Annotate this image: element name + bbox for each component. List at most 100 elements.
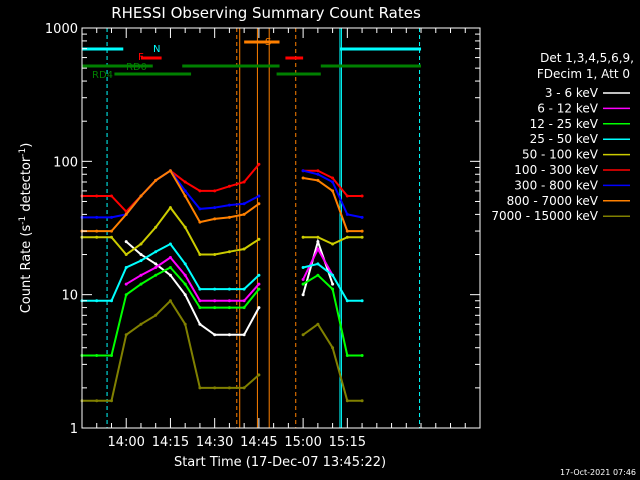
data-point: [183, 180, 187, 184]
data-point: [360, 299, 364, 303]
data-point: [124, 293, 128, 297]
data-point: [198, 207, 202, 211]
data-point: [198, 220, 202, 224]
data-point: [257, 306, 261, 310]
data-point: [124, 253, 128, 256]
chart-title: RHESSI Observing Summary Count Rates: [111, 4, 421, 22]
data-point: [168, 266, 172, 269]
legend-label: 100 - 300 keV: [514, 163, 598, 177]
data-point: [257, 237, 261, 241]
data-point: [95, 229, 99, 233]
data-point: [301, 293, 305, 297]
data-point: [183, 262, 187, 266]
data-point: [301, 176, 305, 180]
data-point: [316, 178, 320, 182]
data-point: [345, 194, 349, 198]
data-point: [331, 180, 335, 184]
y-axis-label-main: Count Rate (s: [19, 225, 34, 314]
data-point: [95, 354, 99, 357]
y-axis-label-sup2: -1: [18, 148, 28, 157]
legend-label: 3 - 6 keV: [545, 86, 599, 100]
data-point: [331, 287, 335, 291]
legend-label: 50 - 100 keV: [522, 148, 599, 162]
data-point: [242, 299, 246, 303]
data-point: [360, 354, 364, 357]
data-point: [95, 194, 99, 198]
y-tick-label: 100: [53, 155, 78, 170]
data-point: [360, 194, 364, 198]
data-point: [360, 399, 364, 403]
data-point: [227, 215, 231, 219]
data-point: [257, 287, 261, 291]
data-point: [183, 282, 187, 286]
y-axis-label: Count Rate (s-1 detector-1): [18, 143, 34, 314]
data-point: [331, 282, 335, 286]
flag-labels: N F RD0 RD4 S: [92, 37, 271, 81]
data-point: [139, 322, 143, 326]
x-tick-label: 15:00: [284, 435, 321, 450]
data-point: [139, 242, 143, 246]
data-point: [242, 202, 246, 206]
series-line: [125, 240, 260, 336]
data-point: [316, 273, 320, 277]
data-point: [213, 189, 217, 193]
data-point: [301, 333, 305, 337]
data-point: [227, 333, 231, 337]
data-point: [227, 287, 231, 291]
data-point: [316, 169, 320, 173]
data-point: [139, 282, 143, 286]
data-point: [316, 235, 320, 239]
data-point: [154, 262, 158, 266]
data-point: [154, 266, 158, 269]
series-line: [125, 256, 260, 302]
flag-label-f: F: [138, 52, 144, 63]
data-point: [213, 206, 217, 210]
data-point: [213, 386, 217, 390]
data-point: [331, 242, 335, 246]
data-point: [124, 282, 128, 286]
data-point: [198, 386, 202, 390]
data-point: [154, 313, 158, 317]
data-point: [139, 273, 143, 277]
data-point: [183, 189, 187, 193]
data-point: [257, 202, 261, 206]
data-point: [213, 306, 217, 310]
data-point: [124, 240, 128, 244]
data-point: [227, 299, 231, 303]
series-7000-15000-kev: [80, 299, 364, 403]
data-point: [95, 399, 99, 403]
legend-label: 800 - 7000 keV: [507, 194, 599, 208]
series-25-50-kev: [80, 242, 364, 303]
data-point: [110, 399, 113, 403]
data-point: [227, 250, 231, 254]
data-point: [213, 287, 217, 291]
data-point: [331, 346, 335, 350]
data-point: [124, 212, 128, 216]
data-point: [345, 299, 349, 303]
data-point: [242, 247, 246, 251]
data-point: [198, 299, 202, 303]
data-point: [345, 399, 349, 403]
x-tick-label: 15:15: [329, 435, 366, 450]
data-point: [257, 194, 261, 198]
data-point: [257, 373, 261, 377]
legend-header-line-2: FDecim 1, Att 0: [537, 67, 630, 81]
data-point: [316, 172, 320, 176]
data-point: [360, 229, 364, 233]
data-point: [301, 282, 305, 286]
x-tick-label: 14:45: [240, 435, 277, 450]
data-point: [242, 386, 246, 390]
data-point: [227, 386, 231, 390]
data-point: [110, 215, 113, 219]
data-point: [95, 299, 99, 303]
y-tick-label: 10: [61, 289, 78, 304]
x-axis-label: Start Time (17-Dec-07 13:45:22): [174, 455, 386, 470]
data-point: [345, 235, 349, 239]
data-point: [345, 229, 349, 233]
data-point: [110, 235, 113, 239]
data-point: [154, 178, 158, 182]
data-point: [110, 229, 113, 233]
data-point: [316, 240, 320, 244]
data-point: [213, 333, 217, 337]
data-point: [168, 169, 172, 173]
